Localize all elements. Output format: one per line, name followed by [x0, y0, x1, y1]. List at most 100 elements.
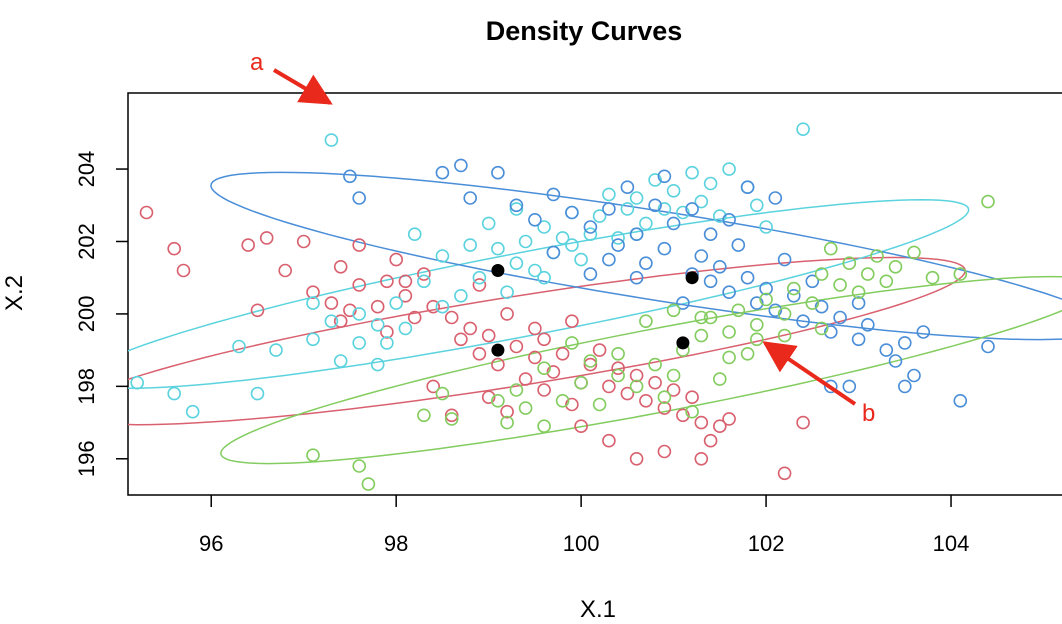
data-point — [518, 372, 533, 386]
data-point — [786, 288, 801, 303]
data-point — [528, 263, 542, 278]
data-point — [583, 227, 598, 241]
data-point — [574, 419, 588, 434]
x-axis-label: X.1 — [580, 596, 616, 623]
data-point — [639, 314, 653, 329]
data-point — [777, 307, 792, 321]
centroid-point — [685, 271, 699, 285]
data-point — [370, 299, 385, 314]
data-point — [786, 281, 801, 296]
data-point — [518, 401, 533, 415]
data-point — [657, 401, 672, 415]
density-ellipse-3 — [220, 275, 1062, 465]
data-point — [768, 303, 783, 318]
data-point — [602, 433, 616, 448]
data-point — [306, 332, 320, 347]
data-point — [685, 404, 699, 419]
data-point — [676, 296, 690, 310]
data-point — [620, 202, 635, 216]
data-point — [602, 187, 616, 202]
data-point — [796, 314, 810, 329]
data-point — [842, 256, 857, 271]
data-point — [509, 256, 524, 271]
data-point — [694, 451, 709, 466]
data-point — [685, 390, 699, 405]
data-point — [352, 336, 367, 350]
plot-area: 96 98 100 102 104 196 198 200 202 204 — [74, 92, 1062, 556]
annotation-b-arrow — [762, 341, 857, 406]
data-point — [370, 317, 385, 332]
data-point — [888, 354, 903, 368]
data-point — [380, 336, 394, 350]
data-point — [352, 278, 367, 292]
y-tick-label: 196 — [74, 440, 99, 477]
data-point — [546, 245, 561, 260]
data-point — [925, 270, 940, 285]
data-point — [907, 368, 921, 383]
data-point — [740, 346, 755, 361]
data-point — [694, 310, 709, 325]
data-point — [278, 263, 293, 278]
data-point — [611, 346, 625, 361]
data-point — [666, 303, 681, 318]
data-point — [712, 372, 727, 386]
data-point — [851, 332, 866, 347]
data-point — [130, 375, 144, 390]
data-point — [833, 278, 847, 292]
data-point — [823, 241, 838, 256]
data-point — [722, 285, 736, 300]
data-point — [749, 296, 764, 310]
data-point — [648, 198, 662, 213]
chart-title: Density Curves — [486, 16, 683, 46]
data-point — [241, 238, 255, 252]
y-tick-label: 202 — [74, 223, 99, 260]
centroid-point — [491, 343, 505, 357]
data-point — [722, 213, 736, 227]
data-point — [712, 259, 727, 274]
centroid-point — [491, 264, 505, 277]
annotation-a-label: a — [250, 49, 264, 76]
data-point — [777, 252, 792, 267]
centroid-point — [676, 336, 690, 350]
data-point — [657, 202, 672, 216]
data-point — [583, 267, 598, 281]
data-point — [768, 191, 783, 205]
x-tick-label: 96 — [199, 531, 223, 556]
data-point — [509, 383, 524, 397]
data-point — [333, 259, 348, 274]
data-point — [796, 122, 810, 136]
data-point — [324, 314, 339, 329]
data-point — [666, 216, 681, 231]
data-point — [759, 281, 773, 296]
data-point — [555, 231, 570, 245]
data-point — [472, 270, 487, 285]
data-point — [814, 321, 829, 336]
data-point — [629, 270, 644, 285]
data-point — [694, 415, 709, 430]
data-point — [269, 343, 283, 357]
data-point — [417, 274, 431, 289]
data-point — [491, 393, 505, 408]
data-point — [491, 165, 505, 180]
data-point — [602, 379, 616, 394]
y-tick-label: 204 — [74, 151, 99, 188]
data-point — [481, 216, 496, 231]
y-axis-label: X.2 — [1, 275, 28, 311]
data-point — [629, 368, 644, 383]
data-point — [648, 173, 662, 187]
data-point — [398, 274, 413, 289]
data-point — [657, 444, 672, 459]
data-point — [749, 317, 764, 332]
data-point — [639, 256, 653, 271]
data-point — [916, 325, 931, 339]
data-point — [537, 332, 551, 347]
x-tick-label: 100 — [563, 531, 600, 556]
data-point — [611, 361, 625, 376]
data-point — [639, 393, 653, 408]
data-point — [981, 339, 995, 354]
data-point — [611, 231, 625, 245]
data-point — [629, 379, 644, 394]
data-point — [814, 299, 829, 314]
data-point — [491, 357, 505, 372]
